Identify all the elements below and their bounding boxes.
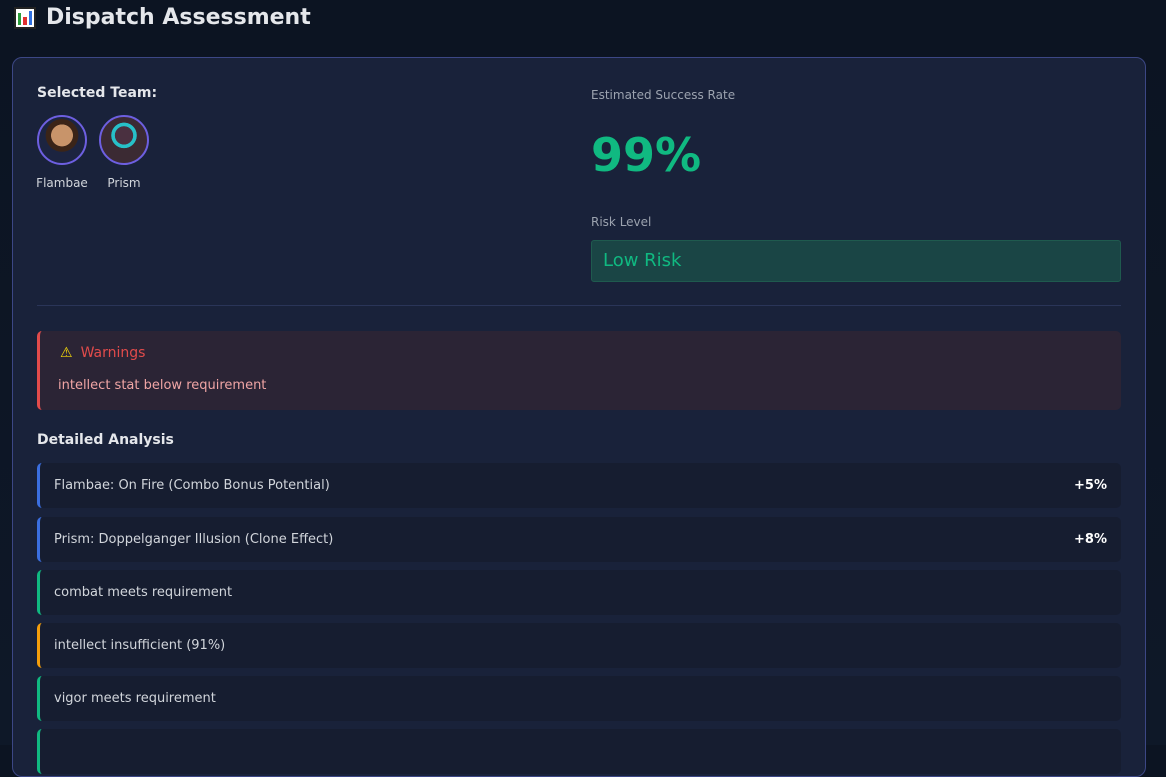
warnings-title: Warnings [80, 345, 146, 361]
assessment-panel: Selected Team: Flambae Prism Estimated S… [12, 57, 1146, 777]
bar-chart-icon [14, 6, 36, 29]
analysis-item: intellect insufficient (91%) [37, 623, 1121, 668]
success-rate-label: Estimated Success Rate [591, 88, 736, 102]
page-title: Dispatch Assessment [14, 5, 311, 30]
selected-team-label: Selected Team: [37, 85, 158, 101]
analysis-item: combat meets requirement [37, 570, 1121, 615]
analysis-item-text: Prism: Doppelganger Illusion (Clone Effe… [54, 532, 334, 547]
risk-level-label: Risk Level [591, 215, 652, 229]
warning-icon: ⚠ [60, 345, 73, 361]
member-name: Flambae [36, 176, 88, 190]
analysis-item: Prism: Doppelganger Illusion (Clone Effe… [37, 517, 1121, 562]
analysis-item-text: Flambae: On Fire (Combo Bonus Potential) [54, 478, 330, 493]
analysis-item: vigor meets requirement [37, 676, 1121, 721]
risk-level-badge: Low Risk [591, 240, 1121, 282]
avatar-flambae[interactable] [37, 115, 87, 165]
analysis-item-bonus: +5% [1074, 478, 1107, 493]
warning-item: intellect stat below requirement [58, 378, 267, 393]
member-name: Prism [107, 176, 141, 190]
detailed-analysis-title: Detailed Analysis [37, 432, 174, 448]
warnings-box: ⚠ Warnings intellect stat below requireme… [37, 331, 1121, 410]
page-title-text: Dispatch Assessment [46, 5, 311, 30]
avatar-prism[interactable] [99, 115, 149, 165]
analysis-item-bonus: +8% [1074, 532, 1107, 547]
analysis-item-text: vigor meets requirement [54, 691, 216, 706]
analysis-item: Flambae: On Fire (Combo Bonus Potential)… [37, 463, 1121, 508]
analysis-item-text: combat meets requirement [54, 585, 233, 600]
analysis-item-text: intellect insufficient (91%) [54, 638, 226, 653]
divider [37, 305, 1121, 306]
success-rate-value: 99% [591, 128, 702, 182]
analysis-item [37, 729, 1121, 774]
